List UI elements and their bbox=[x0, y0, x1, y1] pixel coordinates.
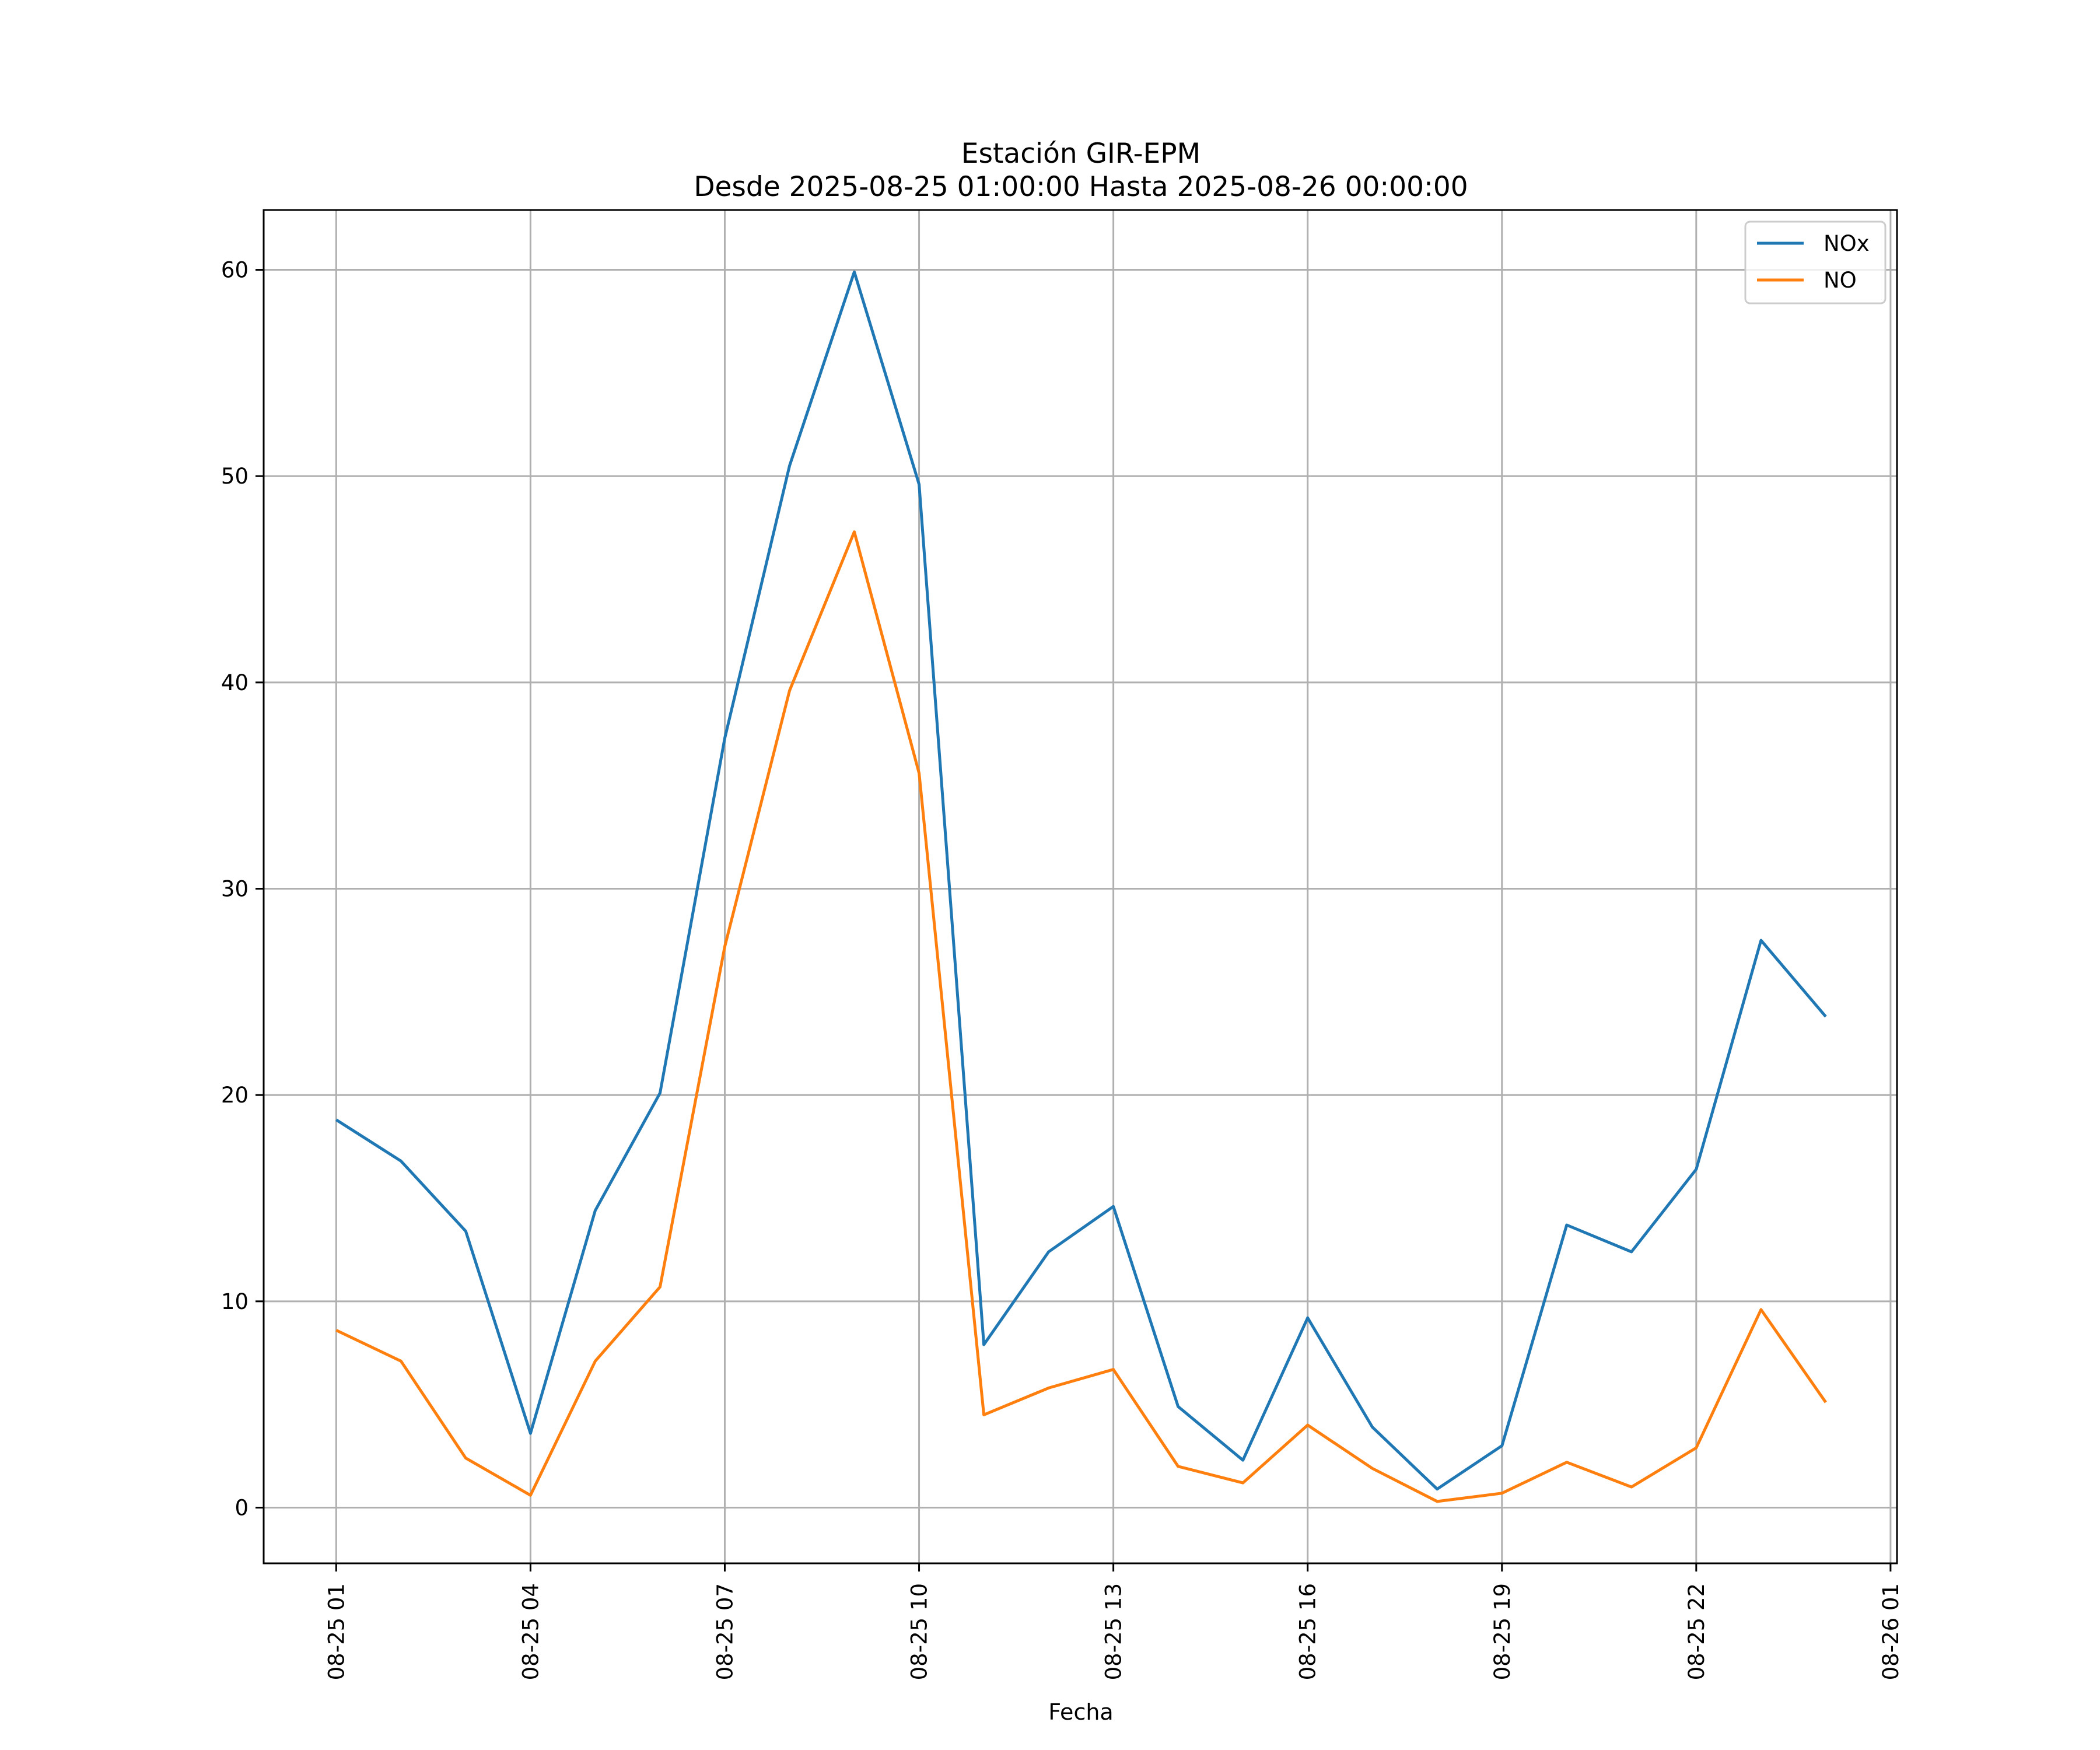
y-tick-label: 60 bbox=[221, 258, 249, 283]
x-tick-label: 08-25 13 bbox=[1101, 1583, 1126, 1680]
y-tick-label: 10 bbox=[221, 1289, 249, 1314]
x-tick-label: 08-25 07 bbox=[712, 1583, 737, 1680]
grid-lines bbox=[264, 210, 1897, 1563]
y-tick-label: 0 bbox=[235, 1496, 249, 1521]
x-tick-label: 08-25 19 bbox=[1490, 1583, 1515, 1680]
plot-frame bbox=[262, 209, 1898, 1564]
x-tick-label: 08-25 16 bbox=[1296, 1583, 1321, 1680]
x-tick-label: 08-25 10 bbox=[907, 1583, 932, 1680]
series-lines bbox=[335, 270, 1827, 1503]
y-axis: 0 10 20 30 40 50 60 bbox=[221, 258, 264, 1521]
x-tick-label: 08-25 22 bbox=[1684, 1583, 1709, 1680]
x-tick-label: 08-25 04 bbox=[518, 1583, 543, 1680]
y-tick-label: 50 bbox=[221, 464, 249, 489]
y-tick-label: 40 bbox=[221, 670, 249, 695]
legend-label-no: NO bbox=[1824, 268, 1857, 293]
x-axis: 08-25 01 08-25 04 08-25 07 08-25 10 08-25 13… bbox=[324, 1563, 1903, 1680]
x-tick-label: 08-25 01 bbox=[324, 1583, 349, 1680]
series-line-nox bbox=[335, 270, 1827, 1491]
legend: NOx NO bbox=[1744, 220, 1887, 304]
chart-title: Estación GIR-EPM bbox=[961, 138, 1200, 170]
x-tick-label: 08-26 01 bbox=[1878, 1583, 1903, 1680]
y-tick-label: 30 bbox=[221, 877, 249, 902]
y-tick-label: 20 bbox=[221, 1083, 249, 1108]
chart-subtitle: Desde 2025-08-25 01:00:00 Hasta 2025-08-… bbox=[694, 171, 1468, 203]
legend-label-nox: NOx bbox=[1824, 231, 1870, 256]
series-line-no bbox=[335, 530, 1827, 1503]
x-axis-label: Fecha bbox=[1048, 1699, 1113, 1725]
